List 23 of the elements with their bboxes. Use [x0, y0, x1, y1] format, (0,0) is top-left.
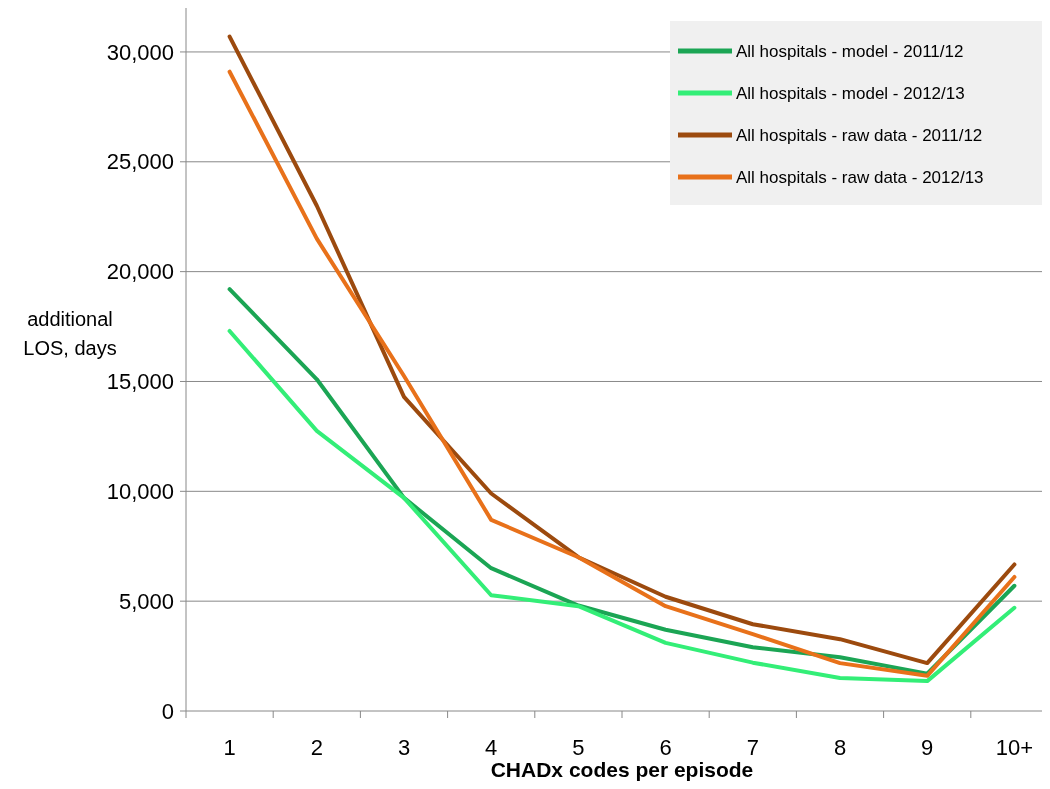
legend-label: All hospitals - model - 2012/13	[736, 83, 965, 103]
x-tick-label: 6	[659, 735, 672, 760]
x-tick-label: 9	[921, 735, 934, 760]
x-tick-label: 8	[833, 735, 847, 760]
y-tick-label: 10,000	[106, 479, 174, 505]
y-tick-label: 0	[161, 698, 174, 724]
x-tick-label: 10+	[995, 735, 1034, 760]
x-tick-label: 2	[310, 735, 323, 760]
x-tick-label: 5	[572, 735, 585, 760]
y-axis-title: additional LOS, days	[23, 308, 117, 359]
y-tick-label: 5,000	[118, 588, 174, 614]
y-tick-label: 30,000	[106, 39, 174, 65]
y-tick-label: 15,000	[106, 369, 174, 395]
x-tick-label: 3	[397, 735, 411, 760]
legend-label: All hospitals - model - 2011/12	[736, 41, 964, 61]
x-tick-label: 4	[485, 735, 498, 760]
y-tick-label: 25,000	[106, 149, 174, 175]
x-tick-label: 7	[746, 735, 759, 760]
y-tick-label: 20,000	[106, 259, 174, 285]
legend-label: All hospitals - raw data - 2012/13	[736, 167, 984, 187]
x-tick-label: 1	[223, 735, 236, 760]
legend-label: All hospitals - raw data - 2011/12	[736, 125, 983, 145]
x-axis-title: CHADx codes per episode	[490, 758, 754, 781]
